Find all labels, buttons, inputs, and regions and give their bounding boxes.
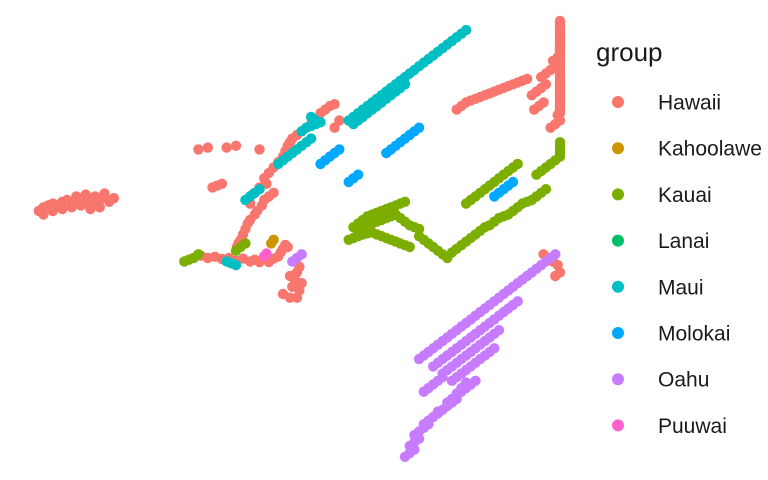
point-oahu xyxy=(409,444,420,455)
legend-item-lanai: Lanai xyxy=(612,230,709,253)
point-hawaii xyxy=(282,241,293,253)
point-hawaii xyxy=(80,189,91,200)
point-molokai xyxy=(352,169,364,180)
point-maui xyxy=(254,184,265,195)
point-oahu xyxy=(550,249,561,260)
legend-title: group xyxy=(596,37,663,67)
point-oahu xyxy=(451,393,462,405)
legend-item-hawaii: Hawaii xyxy=(612,92,721,115)
point-hawaii xyxy=(75,200,87,211)
point-hawaii xyxy=(529,104,540,115)
point-hawaii xyxy=(291,292,303,303)
point-hawaii xyxy=(71,191,82,202)
point-hawaii xyxy=(230,140,242,151)
point-hawaii xyxy=(554,15,566,27)
point-kahoolawe xyxy=(268,234,279,245)
legend-label-lanai: Lanai xyxy=(658,230,709,253)
point-maui xyxy=(230,259,242,271)
point-hawaii xyxy=(261,178,272,189)
point-maui xyxy=(305,111,317,123)
point-oahu xyxy=(489,343,500,354)
legend-key-oahu xyxy=(612,373,624,386)
legend-label-oahu: Oahu xyxy=(658,369,709,392)
point-oahu xyxy=(512,296,523,307)
point-hawaii xyxy=(89,191,101,202)
point-kauai xyxy=(404,241,415,253)
point-oahu xyxy=(460,377,472,388)
legend-key-kauai xyxy=(612,188,624,201)
legend-key-hawaii xyxy=(612,96,624,108)
legend-item-kahoolawe: Kahoolawe xyxy=(612,138,762,161)
point-hawaii xyxy=(99,188,110,199)
point-hawaii xyxy=(554,75,566,86)
legend-label-hawaii: Hawaii xyxy=(658,92,721,115)
point-hawaii xyxy=(284,270,296,282)
point-hawaii xyxy=(94,202,106,213)
legend-item-maui: Maui xyxy=(612,276,704,299)
point-molokai xyxy=(334,144,345,155)
point-oahu xyxy=(296,249,307,260)
point-maui xyxy=(305,133,317,144)
point-hawaii xyxy=(294,261,305,273)
point-molokai xyxy=(413,122,425,133)
point-hawaii xyxy=(57,203,68,215)
point-oahu xyxy=(493,325,505,336)
point-hawaii xyxy=(521,73,533,85)
legend-key-kahoolawe xyxy=(612,142,624,155)
point-kauai xyxy=(413,223,425,235)
legend-key-puuwai xyxy=(612,419,624,432)
legend-label-puuwai: Puuwai xyxy=(658,415,727,438)
legend-label-maui: Maui xyxy=(658,276,704,299)
point-hawaii xyxy=(554,23,566,34)
point-hawaii xyxy=(554,108,566,119)
point-oahu xyxy=(432,406,444,417)
point-hawaii xyxy=(202,142,213,153)
point-kauai xyxy=(554,137,566,148)
legend-key-maui xyxy=(612,280,624,293)
point-oahu xyxy=(423,419,434,430)
point-hawaii xyxy=(207,182,218,193)
point-kauai xyxy=(399,196,411,207)
point-hawaii xyxy=(334,115,345,126)
point-puuwai xyxy=(261,248,272,259)
point-oahu xyxy=(413,433,425,444)
point-hawaii xyxy=(38,209,49,220)
point-hawaii xyxy=(108,193,120,204)
point-hawaii xyxy=(85,203,96,215)
point-kauai xyxy=(240,238,251,249)
point-hawaii xyxy=(329,99,340,110)
point-molokai xyxy=(507,176,519,188)
point-hawaii xyxy=(221,142,232,153)
point-oahu xyxy=(437,372,448,383)
point-hawaii xyxy=(540,79,552,90)
point-hawaii xyxy=(216,178,228,189)
point-hawaii xyxy=(254,144,265,155)
legend-items: Hawaii Kahoolawe Kauai Lanai Maui Molokai Oahu… xyxy=(612,92,762,438)
plot-area xyxy=(33,15,566,462)
legend: group Hawaii Kahoolawe Kauai Lanai Maui Molok… xyxy=(596,37,762,438)
legend-item-oahu: Oahu xyxy=(612,369,709,392)
legend-item-kauai: Kauai xyxy=(612,184,712,207)
point-hawaii xyxy=(296,278,307,289)
point-hawaii xyxy=(193,144,204,155)
legend-label-molokai: Molokai xyxy=(658,323,730,346)
point-hawaii xyxy=(554,86,566,97)
legend-key-lanai xyxy=(612,234,624,247)
legend-key-molokai xyxy=(612,327,624,339)
point-maui xyxy=(460,24,472,36)
legend-item-molokai: Molokai xyxy=(612,323,730,346)
legend-label-kahoolawe: Kahoolawe xyxy=(658,138,762,161)
legend-label-kauai: Kauai xyxy=(658,184,712,207)
legend-item-puuwai: Puuwai xyxy=(612,415,727,438)
point-hawaii xyxy=(66,202,77,213)
point-kauai xyxy=(179,256,190,267)
point-kauai xyxy=(512,158,523,170)
point-kauai xyxy=(540,184,552,195)
point-hawaii xyxy=(47,205,59,217)
point-maui xyxy=(399,79,411,90)
point-oahu xyxy=(470,375,481,386)
